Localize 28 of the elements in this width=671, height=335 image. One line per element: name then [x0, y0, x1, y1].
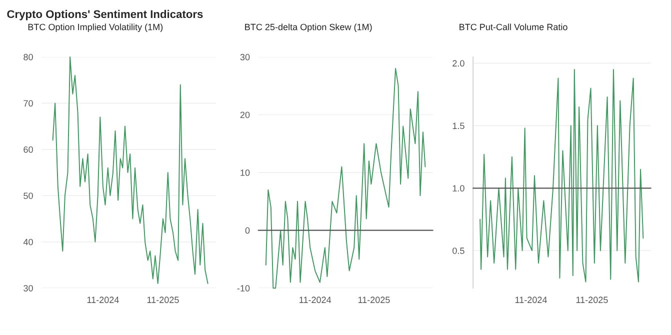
y-tick-label: 0 — [245, 227, 250, 234]
line-series — [265, 68, 426, 289]
y-tick-label: 20 — [240, 112, 250, 118]
x-tick-label: 11-2024 — [300, 296, 332, 304]
y-tick-label: -10 — [237, 285, 250, 292]
chart-title: BTC Put-Call Volume Ratio — [460, 24, 568, 30]
x-tick-label: 11-2025 — [576, 296, 608, 304]
y-tick-label: 40 — [23, 238, 33, 246]
y-tick-label: 10 — [240, 169, 250, 176]
y-tick-label: 50 — [24, 192, 33, 199]
x-tick-label: 11-2025 — [147, 296, 179, 304]
chart-title: BTC Option Implied Volatility (1M) — [28, 24, 163, 32]
x-tick-label: 11-2025 — [358, 296, 390, 304]
y-tick-label: 2.0 — [452, 60, 464, 67]
x-tick-label: 11-2024 — [515, 296, 547, 304]
y-tick-label: 60 — [24, 146, 33, 153]
x-tick-label: 11-2024 — [87, 296, 119, 304]
text: Crypto Options' Sentiment Indicators — [7, 10, 203, 20]
line-series — [52, 56, 208, 284]
y-tick-label: 80 — [24, 54, 33, 60]
y-tick-label: 1.5 — [452, 122, 464, 130]
y-tick-label: 0.5 — [452, 248, 464, 254]
y-tick-label: 1.0 — [452, 185, 464, 192]
y-tick-label: 30 — [240, 54, 250, 60]
y-tick-label: 70 — [24, 100, 33, 107]
chart-title: BTC 25-delta Option Skew (1M) — [245, 24, 372, 32]
line-series — [480, 68, 644, 282]
y-tick-label: 30 — [24, 285, 33, 292]
